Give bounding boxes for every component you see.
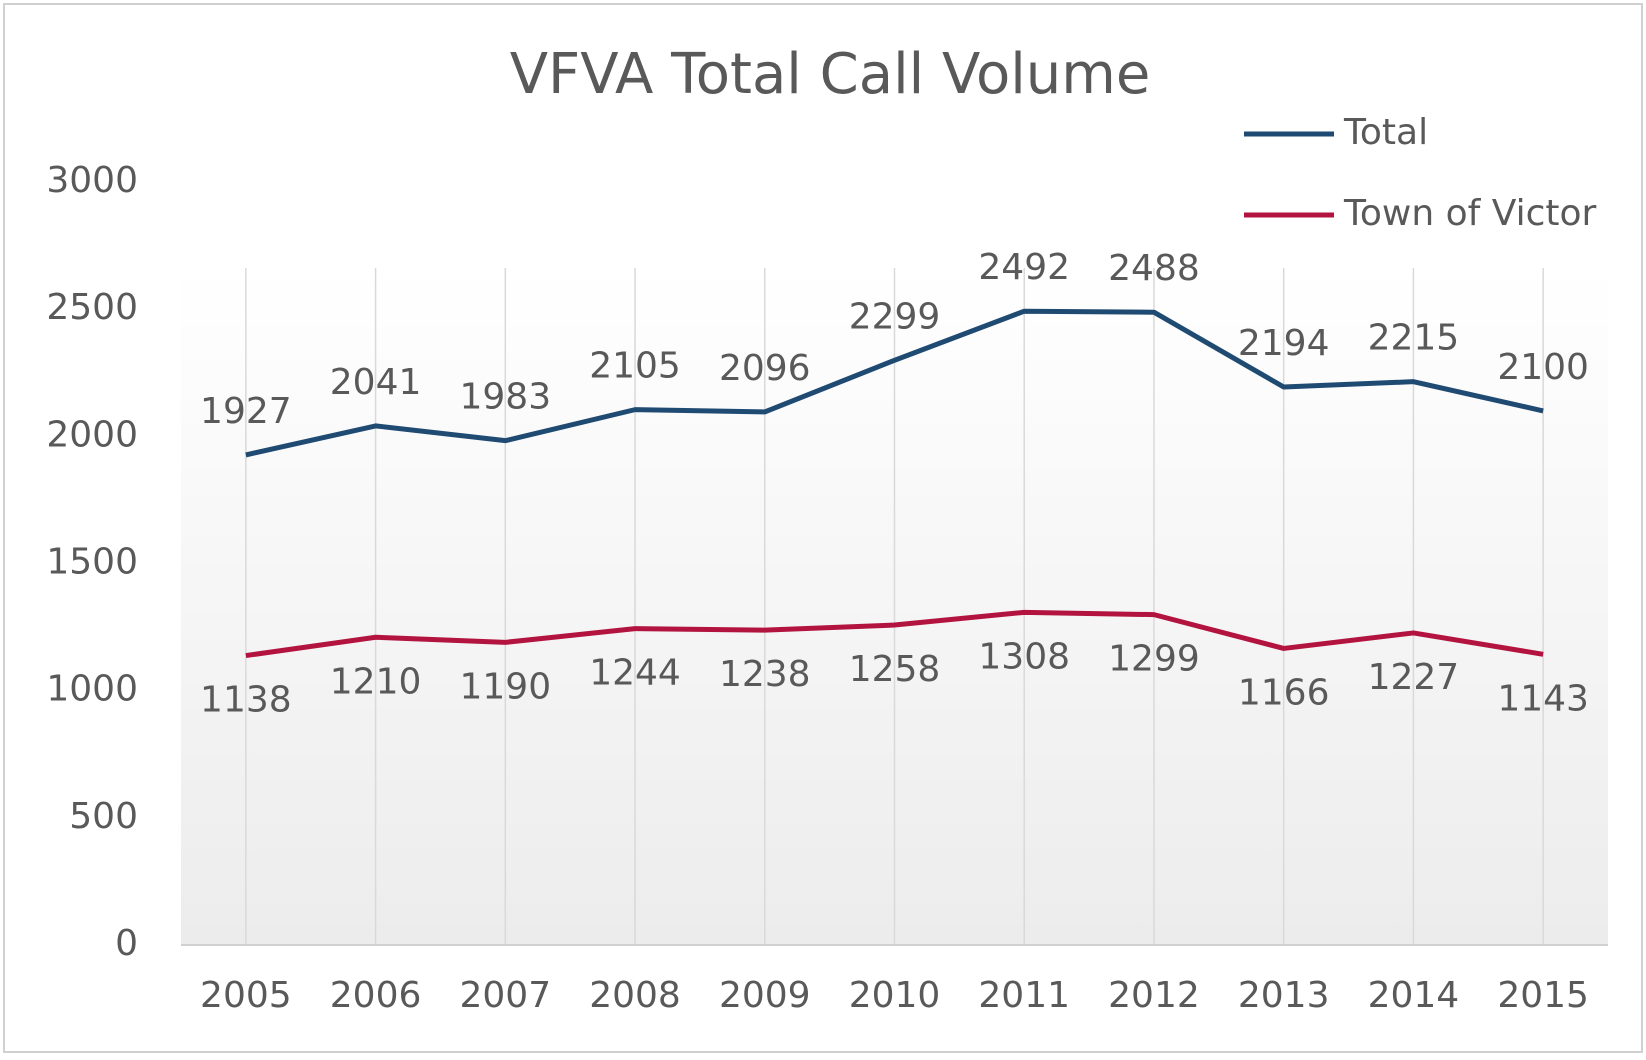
y-tick-label: 3000 bbox=[46, 160, 138, 201]
legend-label: Total bbox=[1343, 112, 1428, 153]
x-tick-label: 2011 bbox=[978, 975, 1070, 1016]
x-tick-label: 2010 bbox=[849, 975, 941, 1016]
data-label: 2299 bbox=[849, 296, 941, 337]
y-tick-label: 500 bbox=[69, 796, 138, 837]
data-label: 1190 bbox=[460, 666, 552, 707]
data-label: 2100 bbox=[1497, 347, 1589, 388]
chart-title: VFVA Total Call Volume bbox=[510, 42, 1151, 107]
data-label: 2492 bbox=[978, 247, 1070, 288]
data-label: 2105 bbox=[589, 346, 681, 387]
x-tick-label: 2014 bbox=[1368, 975, 1460, 1016]
x-tick-label: 2006 bbox=[330, 975, 422, 1016]
data-label: 2194 bbox=[1238, 323, 1330, 364]
y-tick-label: 2500 bbox=[46, 287, 138, 328]
y-tick-label: 1500 bbox=[46, 542, 138, 583]
data-label: 2096 bbox=[719, 348, 811, 389]
series-line bbox=[245, 609, 1544, 659]
x-tick-label: 2008 bbox=[589, 975, 681, 1016]
data-label: 1210 bbox=[330, 661, 422, 702]
data-label: 2488 bbox=[1108, 248, 1200, 289]
series-line bbox=[245, 308, 1544, 458]
y-tick-label: 1000 bbox=[46, 669, 138, 710]
data-label: 1138 bbox=[200, 680, 292, 721]
data-label: 1166 bbox=[1238, 672, 1330, 713]
data-label: 1244 bbox=[589, 653, 681, 694]
data-label: 1143 bbox=[1497, 678, 1589, 719]
data-label: 2041 bbox=[330, 362, 422, 403]
x-tick-label: 2015 bbox=[1497, 975, 1589, 1016]
x-tick-label: 2005 bbox=[200, 975, 292, 1016]
legend-label: Town of Victor bbox=[1343, 193, 1597, 234]
x-tick-label: 2009 bbox=[719, 975, 811, 1016]
data-label: 1983 bbox=[460, 377, 552, 418]
x-tick-label: 2013 bbox=[1238, 975, 1330, 1016]
data-label: 1927 bbox=[200, 391, 292, 432]
data-label: 1299 bbox=[1108, 639, 1200, 680]
x-tick-label: 2007 bbox=[460, 975, 552, 1016]
data-label: 2215 bbox=[1368, 318, 1460, 359]
data-label: 1258 bbox=[849, 649, 941, 690]
data-label: 1227 bbox=[1368, 657, 1460, 698]
data-label: 1238 bbox=[719, 654, 811, 695]
data-label: 1308 bbox=[978, 636, 1070, 677]
y-tick-label: 2000 bbox=[46, 414, 138, 455]
x-tick-label: 2012 bbox=[1108, 975, 1200, 1016]
y-tick-label: 0 bbox=[115, 923, 138, 964]
